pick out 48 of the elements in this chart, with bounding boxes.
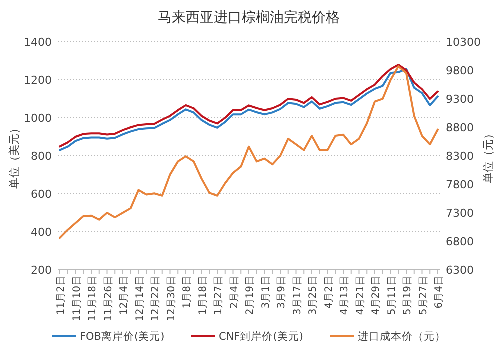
y-tick-label: 200 bbox=[31, 264, 52, 277]
x-tick-label: 3月25日 bbox=[308, 276, 319, 316]
y-axis-title: 单位（美元） bbox=[8, 123, 21, 189]
x-tick-label: 3月17日 bbox=[292, 276, 304, 316]
x-tick-label: 4月13日 bbox=[340, 276, 350, 316]
x-tick-label: 11月10日 bbox=[72, 276, 83, 322]
x-tick-label: 1月18日 bbox=[198, 276, 209, 316]
x-tick-label: 2月19日 bbox=[245, 276, 256, 316]
line-series bbox=[59, 66, 439, 240]
x-tick-label: 12月30日 bbox=[166, 276, 178, 322]
y2-tick-label: 6300 bbox=[446, 264, 474, 277]
x-tick-label: 4月2日 bbox=[324, 276, 335, 309]
x-tick-label: 6月4日 bbox=[434, 276, 445, 309]
y2-tick-label: 9300 bbox=[446, 93, 474, 106]
y2-tick-label: 8300 bbox=[446, 150, 474, 163]
y-tick-label: 600 bbox=[31, 188, 52, 201]
y-tick-label: 1000 bbox=[24, 112, 52, 125]
x-tick-label: 5月11日 bbox=[386, 276, 398, 316]
y-tick-label: 1400 bbox=[24, 36, 52, 49]
y2-tick-label: 7800 bbox=[446, 178, 474, 192]
x-tick-label: 11月26日 bbox=[103, 276, 114, 322]
y-tick-label: 400 bbox=[31, 226, 52, 239]
y2-tick-label: 10300 bbox=[446, 36, 481, 49]
x-tick-label: 4月29日 bbox=[371, 276, 382, 316]
x-tick-label: 1月8日 bbox=[182, 276, 193, 309]
y2-tick-label: 9800 bbox=[446, 64, 474, 78]
x-tick-label: 3月1日 bbox=[260, 276, 272, 309]
y-tick-label: 1200 bbox=[24, 74, 52, 87]
x-tick-label: 4月21日 bbox=[355, 276, 366, 316]
x-tick-label: 11月2日 bbox=[56, 276, 67, 316]
y2-tick-label: 8800 bbox=[446, 122, 474, 134]
x-tick-label: 3月9日 bbox=[276, 276, 288, 309]
x-tick-label: 5月19日 bbox=[402, 276, 414, 316]
y2-tick-label: 7300 bbox=[446, 207, 474, 220]
chart-title: 马来西亚进口棕榈油完税价格 bbox=[158, 10, 340, 26]
x-tick-label: 12月22日 bbox=[150, 276, 162, 322]
x-tick-label: 12月14日 bbox=[134, 276, 146, 322]
legend-label: CNF到岸价(美元) bbox=[219, 330, 304, 343]
x-tick-label: 2月4日 bbox=[229, 276, 240, 309]
legend-label: 进口成本价（元） bbox=[358, 330, 446, 343]
y-tick-label: 800 bbox=[31, 150, 52, 163]
x-tick-label: 11月18日 bbox=[88, 276, 98, 322]
x-tick-label: 5月27日 bbox=[418, 276, 430, 316]
legend-label: FOB离岸价(美元) bbox=[80, 330, 165, 343]
y2-tick-label: 6800 bbox=[446, 236, 474, 248]
x-tick-label: 12月4日 bbox=[119, 276, 130, 316]
y2-axis-title: 单位（元） bbox=[482, 128, 495, 184]
x-tick-label: 1月27日 bbox=[214, 276, 224, 316]
